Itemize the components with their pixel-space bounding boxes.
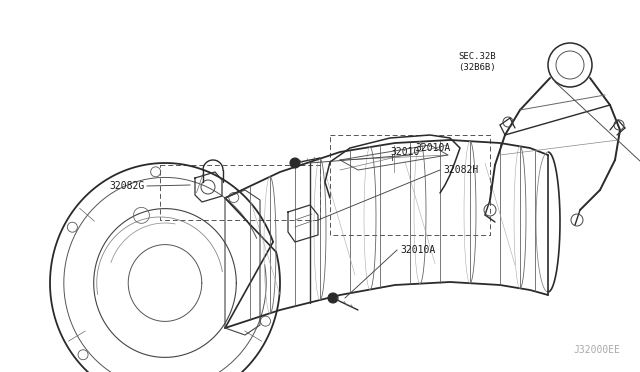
Circle shape xyxy=(328,293,338,303)
Text: 32010A: 32010A xyxy=(415,143,451,153)
Text: 32082H: 32082H xyxy=(443,165,478,175)
Text: J32000EE: J32000EE xyxy=(573,345,620,355)
Circle shape xyxy=(290,158,300,168)
Text: 32010A: 32010A xyxy=(400,245,435,255)
Text: 32082G: 32082G xyxy=(109,181,145,191)
Text: 32010: 32010 xyxy=(390,147,419,157)
Text: SEC.32B
(32B6B): SEC.32B (32B6B) xyxy=(458,52,495,72)
